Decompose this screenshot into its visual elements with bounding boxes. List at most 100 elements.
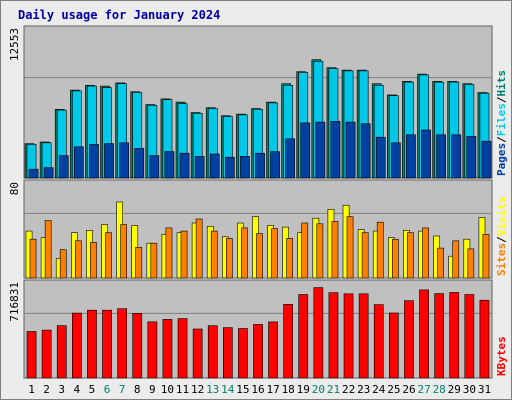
bar-kbytes-9 [147,321,158,379]
bar-sites-21 [331,221,339,279]
bar-pages-21 [330,121,341,179]
bar-sites-28 [437,247,445,279]
bar-kbytes-20 [313,287,324,379]
legend-separator: / [495,96,508,103]
bar-pages-9 [149,155,160,179]
x-tick-label-10: 10 [161,383,174,396]
x-tick-label-11: 11 [176,383,189,396]
bar-sites-27 [422,227,429,279]
bar-kbytes-21 [328,292,339,379]
bar-sites-11 [180,230,188,279]
bar-pages-26 [406,134,416,179]
bar-sites-13 [210,230,218,279]
series-kbytes [26,287,490,379]
legend-label-kbytes: KBytes [495,336,508,376]
bar-kbytes-13 [207,325,218,379]
legend-separator: / [495,136,508,143]
legend-label-pages: Pages [495,143,508,176]
bar-pages-29 [451,134,462,179]
bar-kbytes-24 [373,304,384,379]
x-tick-label-25: 25 [387,383,400,396]
bar-pages-19 [300,122,311,179]
y-axis-max-label: 12553 [8,28,21,61]
bar-pages-3 [58,155,69,179]
x-tick-label-24: 24 [372,383,386,396]
panel-visits-sites: 80 Sites/Visits [8,179,508,279]
x-tick-label-5: 5 [89,383,96,396]
bar-pages-15 [240,156,250,179]
bar-kbytes-19 [298,294,309,379]
bar-kbytes-8 [132,312,143,379]
legend-label-sites: Sites [495,243,508,276]
bar-kbytes-16 [253,324,263,379]
x-tick-label-31: 31 [478,383,491,396]
bar-sites-30 [467,248,475,279]
x-tick-label-22: 22 [342,383,355,396]
series-sites [29,216,490,279]
bar-kbytes-12 [192,328,203,379]
bar-kbytes-25 [388,312,399,379]
x-tick-label-3: 3 [58,383,65,396]
bar-pages-16 [255,152,265,179]
bar-kbytes-15 [238,328,248,379]
bar-sites-16 [256,233,263,279]
legend-label-files: Files [495,103,508,136]
bar-pages-25 [390,142,401,179]
bar-sites-2 [44,220,52,279]
x-tick-label-19: 19 [297,383,310,396]
bar-sites-20 [316,223,324,279]
legend-label-hits: Hits [495,70,508,97]
x-tick-label-13: 13 [206,383,219,396]
bar-sites-10 [165,227,173,279]
x-tick-label-2: 2 [43,383,50,396]
bar-pages-31 [481,140,492,179]
bar-sites-14 [226,238,233,279]
bar-kbytes-1 [26,331,37,379]
bar-kbytes-7 [117,308,127,379]
bar-kbytes-17 [268,321,278,379]
bar-sites-25 [391,238,399,279]
bar-sites-19 [301,222,309,279]
bar-pages-13 [209,153,220,179]
y-axis-max-label: 80 [8,182,21,195]
bar-pages-22 [345,121,356,179]
bar-pages-23 [360,123,371,179]
x-tick-label-14: 14 [221,383,235,396]
x-tick-label-1: 1 [28,383,35,396]
x-tick-label-26: 26 [402,383,415,396]
bar-pages-5 [89,144,99,179]
bar-kbytes-10 [162,319,173,379]
bar-sites-4 [75,240,82,279]
bar-pages-10 [164,151,175,179]
bar-sites-6 [105,232,112,279]
bar-kbytes-28 [434,293,445,379]
bar-pages-2 [43,167,54,179]
bar-sites-9 [150,242,158,279]
bar-kbytes-4 [72,312,82,379]
bar-kbytes-14 [223,327,233,379]
bar-sites-31 [482,234,490,279]
legend-kbytes: KBytes [495,336,508,376]
bar-sites-29 [452,240,460,279]
x-tick-label-6: 6 [104,383,111,396]
bar-pages-4 [74,146,84,179]
bar-sites-18 [286,238,294,279]
bar-pages-6 [104,143,114,179]
x-tick-label-12: 12 [191,383,204,396]
bar-kbytes-22 [343,293,354,379]
series-visits [25,201,486,279]
x-tick-label-7: 7 [119,383,126,396]
x-tick-label-16: 16 [251,383,264,396]
bar-kbytes-26 [404,300,414,379]
x-tick-label-18: 18 [282,383,295,396]
bar-pages-8 [134,148,145,179]
bar-sites-12 [195,218,203,279]
x-tick-label-27: 27 [417,383,430,396]
x-tick-label-21: 21 [327,383,340,396]
x-tick-label-20: 20 [312,383,325,396]
x-tick-label-4: 4 [73,383,80,396]
bar-pages-27 [421,129,431,179]
